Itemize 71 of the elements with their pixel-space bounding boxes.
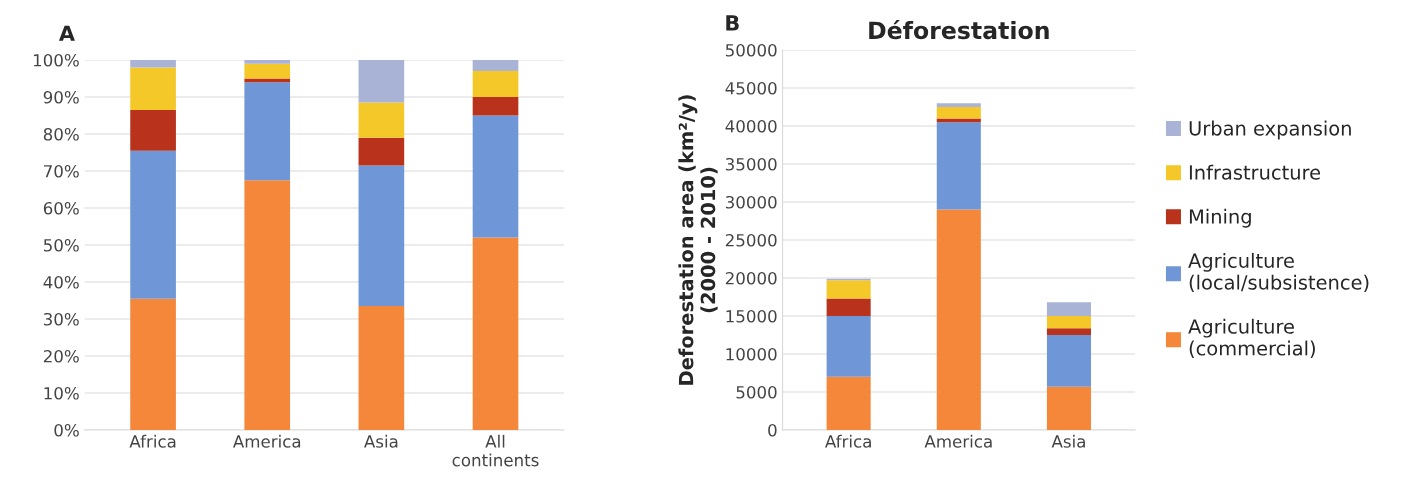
y-tick-label: 20% — [43, 349, 79, 363]
legend-label: Agriculture (commercial) — [1188, 318, 1315, 358]
x-tick-label: Africa — [129, 434, 176, 448]
y-tick-label: 90% — [43, 90, 79, 104]
x-tick-label: America — [232, 434, 301, 448]
bar — [472, 97, 519, 116]
bar — [358, 60, 405, 103]
text: B — [726, 15, 739, 31]
y-tick-label: 60% — [43, 201, 79, 215]
y-tick-label: 10000 — [726, 347, 777, 361]
bar — [1046, 302, 1091, 316]
bar — [826, 298, 871, 316]
x-tick-label: America — [924, 434, 992, 448]
text: A — [58, 25, 75, 41]
bar — [472, 115, 519, 238]
bar — [1046, 335, 1091, 387]
bar — [936, 209, 981, 430]
legend-label: Infrastructure — [1189, 164, 1321, 180]
x-tick-label: Asia — [1051, 434, 1085, 448]
bar — [826, 316, 871, 377]
bar — [358, 102, 405, 138]
bar — [472, 237, 519, 430]
legend-label: Agriculture (local/subsistence) — [1188, 252, 1369, 293]
bar — [936, 107, 981, 119]
bar — [826, 280, 871, 299]
y-tick-label: 15000 — [726, 309, 777, 323]
bar — [130, 109, 176, 151]
y-tick-label: 70% — [44, 164, 79, 178]
bar — [130, 67, 176, 110]
bar — [130, 150, 176, 299]
legend-label: Urban expansion — [1189, 120, 1351, 140]
y-tick-label: 5000 — [736, 385, 777, 399]
chart-title: Déforestation — [869, 20, 1049, 40]
y-tick-label: 20000 — [725, 271, 777, 285]
bar — [472, 71, 519, 97]
y-tick-label: 30000 — [725, 195, 777, 209]
y-tick-label: 0 — [768, 423, 777, 437]
x-tick-label: All continents — [452, 434, 539, 467]
bar — [472, 60, 519, 72]
bar — [936, 103, 981, 107]
bar — [130, 298, 176, 430]
y-tick-label: 40000 — [725, 119, 777, 133]
bar — [244, 63, 291, 79]
bar — [358, 137, 405, 166]
bar — [130, 60, 176, 68]
bar — [244, 180, 291, 430]
bar — [1046, 316, 1091, 329]
bar — [936, 118, 981, 123]
bar — [1046, 386, 1091, 430]
bar — [358, 306, 405, 430]
y-tick-label: 10% — [44, 386, 79, 400]
bar — [936, 122, 981, 210]
y-tick-label: 40% — [43, 275, 79, 289]
y-tick-label: 50000 — [725, 43, 777, 57]
y-tick-label: 80% — [43, 127, 79, 141]
y-tick-label: 35000 — [725, 157, 777, 171]
y-tick-label: 50% — [43, 238, 79, 252]
y-tick-label: 100% — [33, 53, 79, 67]
bar — [358, 165, 405, 307]
bar — [826, 376, 871, 430]
x-tick-label: Asia — [364, 434, 398, 448]
bar — [244, 60, 291, 64]
y-tick-label: 25000 — [725, 233, 777, 247]
y-tick-label: 0% — [54, 423, 79, 437]
y-tick-label: 30% — [43, 312, 79, 326]
x-tick-label: Africa — [825, 434, 871, 448]
y-axis-title: Deforestation area (km²/y) (2000 - 2010) — [678, 95, 718, 385]
legend-label: Mining — [1189, 208, 1251, 228]
bar — [1046, 328, 1091, 335]
bar — [244, 82, 291, 181]
y-tick-label: 45000 — [725, 81, 777, 95]
